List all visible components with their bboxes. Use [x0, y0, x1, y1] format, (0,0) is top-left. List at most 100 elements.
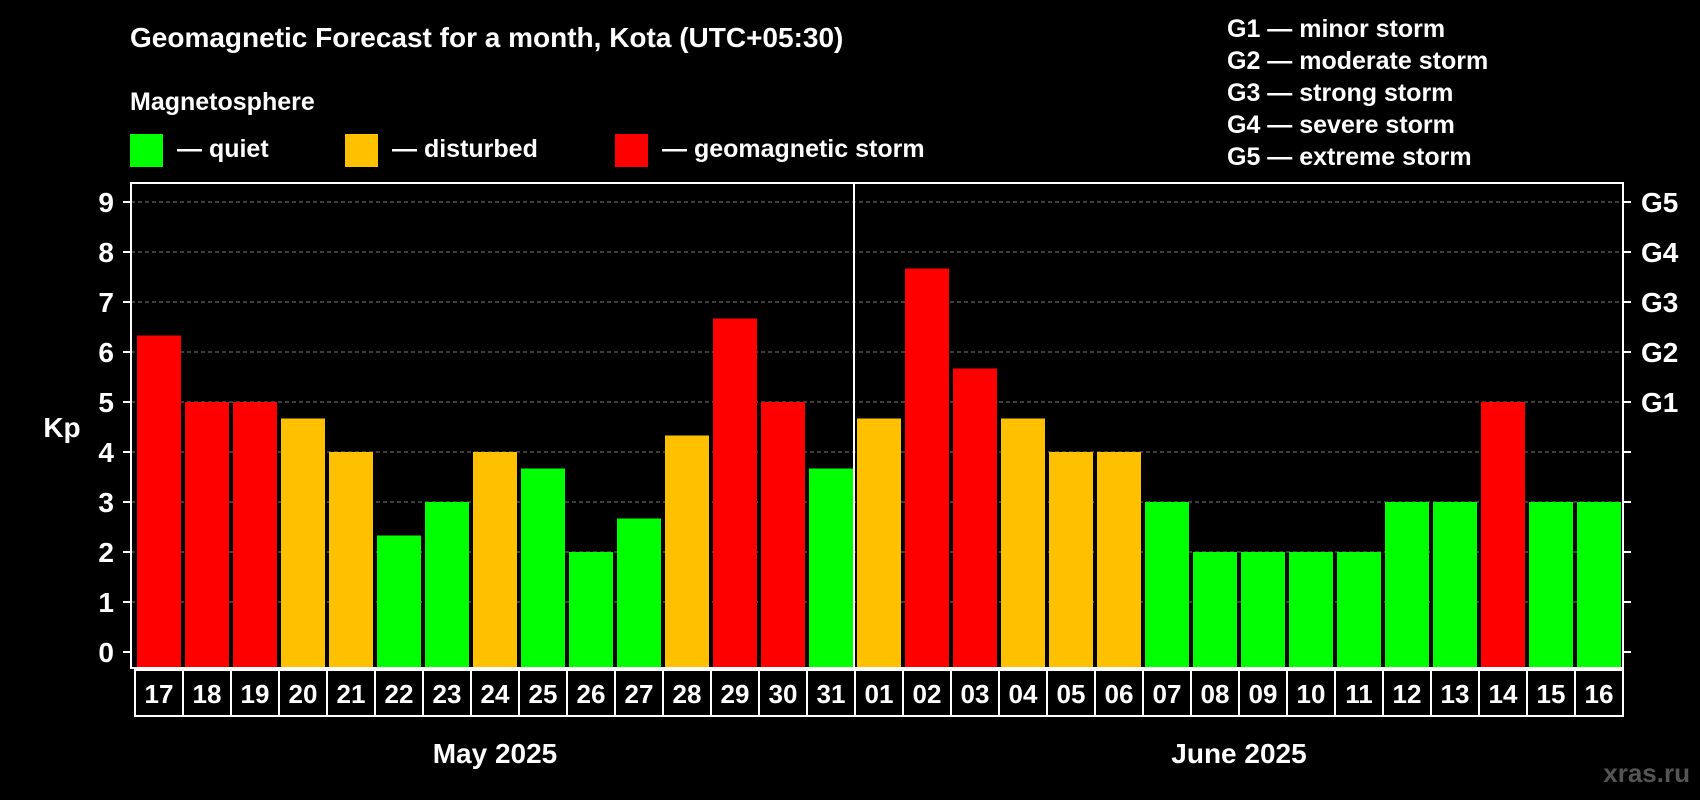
legend-title: Magnetosphere — [130, 88, 315, 116]
bar-01 — [857, 418, 901, 668]
legend-swatch-0 — [130, 134, 163, 167]
y-tick-label-6: 6 — [98, 337, 114, 368]
bar-11 — [1337, 552, 1381, 668]
y-axis-ticks: 0 1 2 3 4 5 6 7 8 9 — [98, 187, 131, 668]
bar-25 — [521, 468, 565, 668]
y-tick-label-8: 8 — [98, 237, 114, 268]
bar-13 — [1433, 502, 1477, 668]
day-label-14-28: 14 — [1489, 679, 1518, 709]
y-axis-label: Kp — [43, 412, 80, 443]
bar-15 — [1529, 502, 1573, 668]
legend-swatch-2 — [615, 134, 648, 167]
day-label-29-12: 29 — [721, 679, 750, 709]
watermark: xras.ru — [1603, 758, 1690, 788]
right-axis-ticks: G1 G2 G3 G4 G5 — [1623, 187, 1679, 653]
legend-label-1: — disturbed — [392, 135, 538, 163]
bar-05 — [1049, 452, 1093, 668]
right-tick-label-G4: G4 — [1641, 237, 1679, 268]
storm-scale-item-2: G3 — strong storm — [1227, 79, 1453, 107]
bar-07 — [1145, 502, 1189, 668]
day-label-16-30: 16 — [1585, 679, 1614, 709]
day-label-08-22: 08 — [1201, 679, 1230, 709]
y-tick-label-3: 3 — [98, 487, 114, 518]
day-label-09-23: 09 — [1249, 679, 1278, 709]
day-box-16-30 — [1574, 669, 1624, 717]
plot-frame — [130, 182, 1624, 669]
bar-30 — [761, 402, 805, 668]
bar-02 — [905, 268, 949, 668]
storm-scale-item-4: G5 — extreme storm — [1227, 143, 1472, 171]
y-tick-label-0: 0 — [98, 637, 114, 668]
bar-12 — [1385, 502, 1429, 668]
bar-06 — [1097, 452, 1141, 668]
y-tick-label-1: 1 — [98, 587, 114, 618]
day-label-02-16: 02 — [913, 679, 942, 709]
bar-28 — [665, 435, 709, 668]
bar-23 — [425, 502, 469, 668]
right-tick-label-G2: G2 — [1641, 337, 1678, 368]
day-label-05-19: 05 — [1057, 679, 1086, 709]
day-label-01-15: 01 — [865, 679, 894, 709]
bar-04 — [1001, 418, 1045, 668]
day-label-12-26: 12 — [1393, 679, 1422, 709]
right-tick-label-G3: G3 — [1641, 287, 1678, 318]
day-label-21-4: 21 — [337, 679, 366, 709]
bar-20 — [281, 418, 325, 668]
day-label-19-2: 19 — [241, 679, 270, 709]
storm-scale-item-3: G4 — severe storm — [1227, 111, 1455, 139]
legend-label-0: — quiet — [177, 135, 269, 163]
day-label-13-27: 13 — [1441, 679, 1470, 709]
day-label-17-0: 17 — [145, 679, 174, 709]
day-label-25-8: 25 — [529, 679, 558, 709]
day-label-04-18: 04 — [1009, 679, 1038, 709]
legend-swatch-1 — [345, 134, 378, 167]
day-label-20-3: 20 — [289, 679, 318, 709]
day-label-27-10: 27 — [625, 679, 654, 709]
day-label-30-13: 30 — [769, 679, 798, 709]
y-tick-label-7: 7 — [98, 287, 114, 318]
day-label-23-6: 23 — [433, 679, 462, 709]
bar-26 — [569, 552, 613, 668]
day-label-18-1: 18 — [193, 679, 222, 709]
y-tick-label-4: 4 — [98, 437, 114, 468]
storm-scale-item-1: G2 — moderate storm — [1227, 47, 1488, 75]
bar-19 — [233, 402, 277, 668]
month-labels: May 2025 June 2025 — [433, 738, 1307, 769]
right-tick-label-G1: G1 — [1641, 387, 1678, 418]
month-label-1: June 2025 — [1171, 738, 1306, 769]
day-label-07-21: 07 — [1153, 679, 1182, 709]
day-label-11-25: 11 — [1345, 679, 1373, 709]
day-label-28-11: 28 — [673, 679, 702, 709]
bar-31 — [809, 468, 853, 668]
storm-scale-list: G1 — minor storm G2 — moderate storm G3 — … — [1227, 15, 1488, 171]
storm-scale-item-0: G1 — minor storm — [1227, 15, 1445, 43]
bar-09 — [1241, 552, 1285, 668]
x-axis-day-labels: 17 18 19 20 21 22 23 24 25 26 27 28 29 30 31 01 02 03 04 05… — [134, 669, 1624, 717]
day-label-26-9: 26 — [577, 679, 606, 709]
bar-24 — [473, 452, 517, 668]
bar-17 — [137, 335, 181, 668]
legend: — quiet — disturbed — geomagnetic storm — [130, 134, 925, 167]
bar-10 — [1289, 552, 1333, 668]
bar-03 — [953, 368, 997, 668]
y-tick-label-5: 5 — [98, 387, 114, 418]
bar-29 — [713, 318, 757, 668]
legend-label-2: — geomagnetic storm — [662, 135, 925, 163]
y-tick-label-2: 2 — [98, 537, 114, 568]
bar-08 — [1193, 552, 1237, 668]
bar-27 — [617, 518, 661, 668]
bar-22 — [377, 535, 421, 668]
bar-14 — [1481, 402, 1525, 668]
month-label-0: May 2025 — [433, 738, 558, 769]
day-label-31-14: 31 — [817, 679, 846, 709]
y-tick-label-9: 9 — [98, 187, 114, 218]
bars — [137, 268, 1621, 668]
day-label-03-17: 03 — [961, 679, 990, 709]
bar-18 — [185, 402, 229, 668]
day-label-15-29: 15 — [1537, 679, 1566, 709]
day-label-24-7: 24 — [481, 679, 510, 709]
day-label-10-24: 10 — [1297, 679, 1326, 709]
bar-16 — [1577, 502, 1621, 668]
right-tick-label-G5: G5 — [1641, 187, 1678, 218]
